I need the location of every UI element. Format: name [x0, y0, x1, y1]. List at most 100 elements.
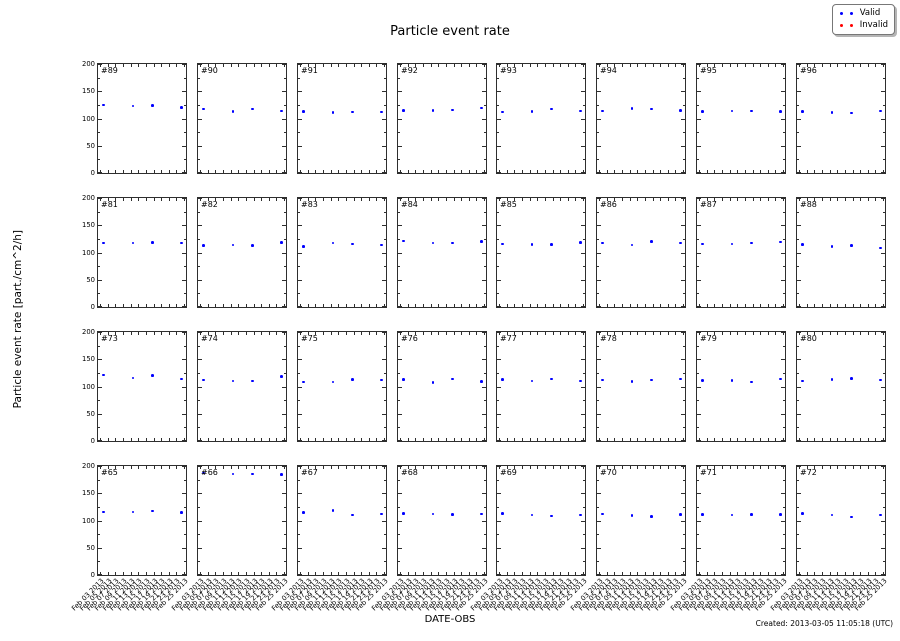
y-tick: [284, 104, 286, 106]
y-tick: [384, 479, 386, 481]
data-point-valid: [830, 111, 834, 114]
y-tick: [382, 413, 386, 415]
data-point-valid: [830, 513, 834, 517]
x-tick: [245, 466, 247, 469]
x-tick: [222, 170, 224, 173]
y-tick: [182, 520, 186, 522]
y-tick-label: 150: [82, 87, 95, 96]
x-tick: [852, 332, 854, 335]
y-tick: [98, 506, 100, 508]
y-tick: [581, 574, 585, 575]
y-tick: [298, 306, 302, 307]
x-tick: [852, 438, 854, 441]
x-tick: [299, 572, 301, 575]
x-tick: [338, 64, 340, 67]
x-tick: [544, 170, 546, 173]
x-tick: [867, 438, 869, 441]
x-tick: [875, 438, 877, 441]
y-tick: [597, 466, 601, 467]
x-tick: [806, 170, 808, 173]
x-tick: [837, 572, 839, 575]
x-tick: [621, 466, 623, 469]
y-tick: [482, 466, 486, 467]
y-tick: [497, 145, 501, 147]
x-tick: [821, 438, 823, 441]
data-point-valid: [380, 512, 383, 516]
y-tick: [198, 400, 200, 402]
x-tick: [544, 304, 546, 307]
x-tick: [821, 304, 823, 307]
x-tick: [798, 466, 800, 469]
x-tick: [415, 332, 417, 335]
x-tick: [430, 438, 432, 441]
x-tick: [837, 64, 839, 67]
x-tick: [161, 438, 163, 441]
y-tick: [198, 413, 202, 415]
x-tick: [752, 572, 754, 575]
y-tick: [697, 64, 701, 65]
y-tick: [384, 400, 386, 402]
x-tick: [683, 304, 685, 307]
x-tick: [537, 170, 539, 173]
data-point-valid: [550, 514, 553, 518]
data-point-valid: [779, 513, 782, 516]
x-tick: [399, 304, 401, 307]
x-tick: [384, 466, 386, 469]
subplot-id-label: #83: [301, 200, 318, 209]
x-tick: [230, 304, 232, 307]
y-tick: [398, 132, 400, 134]
x-tick: [184, 170, 186, 173]
subplot-94: #94: [596, 63, 686, 174]
y-tick: [697, 91, 701, 93]
y-tick: [597, 238, 599, 240]
y-tick: [883, 427, 885, 429]
x-tick: [660, 332, 662, 335]
x-tick: [115, 438, 117, 441]
data-point-valid: [231, 472, 235, 476]
data-point-valid: [550, 377, 553, 381]
x-tick: [245, 572, 247, 575]
y-tick: [98, 400, 100, 402]
y-tick: [797, 198, 801, 199]
x-tick: [430, 170, 432, 173]
x-tick: [614, 304, 616, 307]
x-tick: [353, 438, 355, 441]
x-tick: [829, 170, 831, 173]
x-tick: [145, 64, 147, 67]
x-tick: [583, 572, 585, 575]
x-tick: [261, 332, 263, 335]
x-tick: [161, 572, 163, 575]
y-tick: [697, 386, 701, 388]
x-tick: [268, 572, 270, 575]
y-tick: [581, 440, 585, 441]
subplot-id-label: #78: [600, 334, 617, 343]
x-tick: [238, 572, 240, 575]
data-point-valid: [480, 512, 483, 516]
x-tick: [667, 332, 669, 335]
x-tick: [484, 170, 486, 173]
y-tick: [597, 534, 599, 536]
x-tick: [368, 572, 370, 575]
x-tick: [506, 332, 508, 335]
x-tick: [829, 572, 831, 575]
y-tick: [282, 279, 286, 281]
x-tick: [783, 332, 785, 335]
x-tick: [130, 304, 132, 307]
y-tick: [597, 91, 601, 93]
x-tick: [453, 572, 455, 575]
y-tick: [198, 145, 202, 147]
x-tick: [130, 170, 132, 173]
y-tick: [697, 345, 699, 347]
y-tick: [681, 466, 685, 467]
y-tick: [184, 400, 186, 402]
y-tick: [184, 238, 186, 240]
x-tick: [844, 332, 846, 335]
y-tick: [182, 306, 186, 307]
y-tick: [797, 104, 799, 106]
y-tick: [184, 211, 186, 213]
x-tick: [752, 64, 754, 67]
y-tick: [482, 198, 486, 199]
y-tick: [284, 132, 286, 134]
y-tick: [497, 332, 501, 333]
x-tick: [644, 332, 646, 335]
